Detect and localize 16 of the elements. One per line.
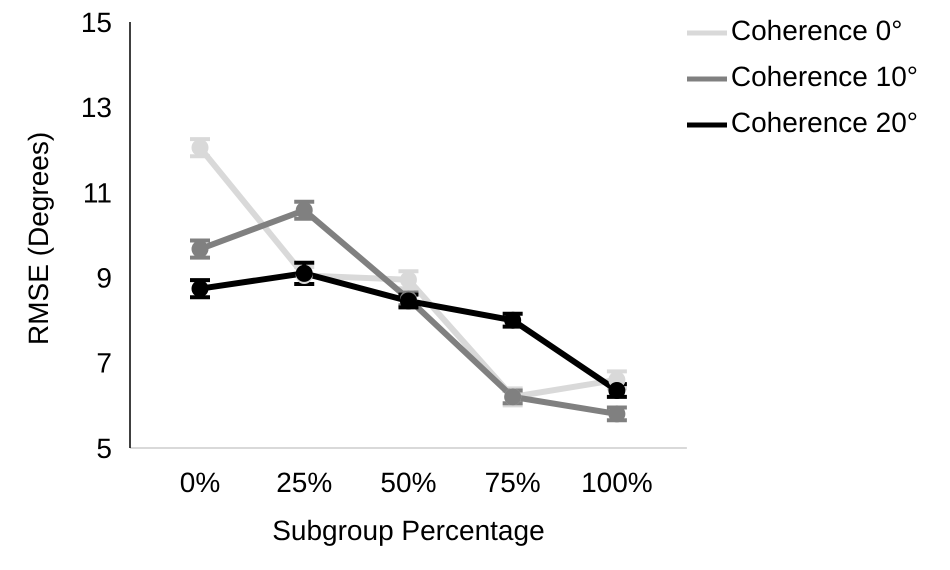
x-tick-label: 75% [484,466,541,498]
y-tick-label: 9 [96,262,112,294]
legend-label: Coherence 10° [730,61,918,92]
y-axis-title: RMSE (Degrees) [22,132,54,345]
x-tick-label: 25% [276,466,332,498]
y-tick-label: 11 [82,177,112,208]
x-axis-title: Subgroup Percentage [272,515,545,546]
x-tick-label: 0% [180,466,220,498]
y-tick-label: 13 [80,92,112,124]
legend-label: Coherence 20° [730,107,918,138]
y-tick-label: 5 [96,432,112,464]
x-tick-label: 100% [581,466,653,498]
y-tick-label: 7 [96,348,112,379]
legend-label: Coherence 0° [730,15,902,46]
x-tick-label: 50% [380,466,436,498]
y-tick-label: 15 [80,6,112,38]
